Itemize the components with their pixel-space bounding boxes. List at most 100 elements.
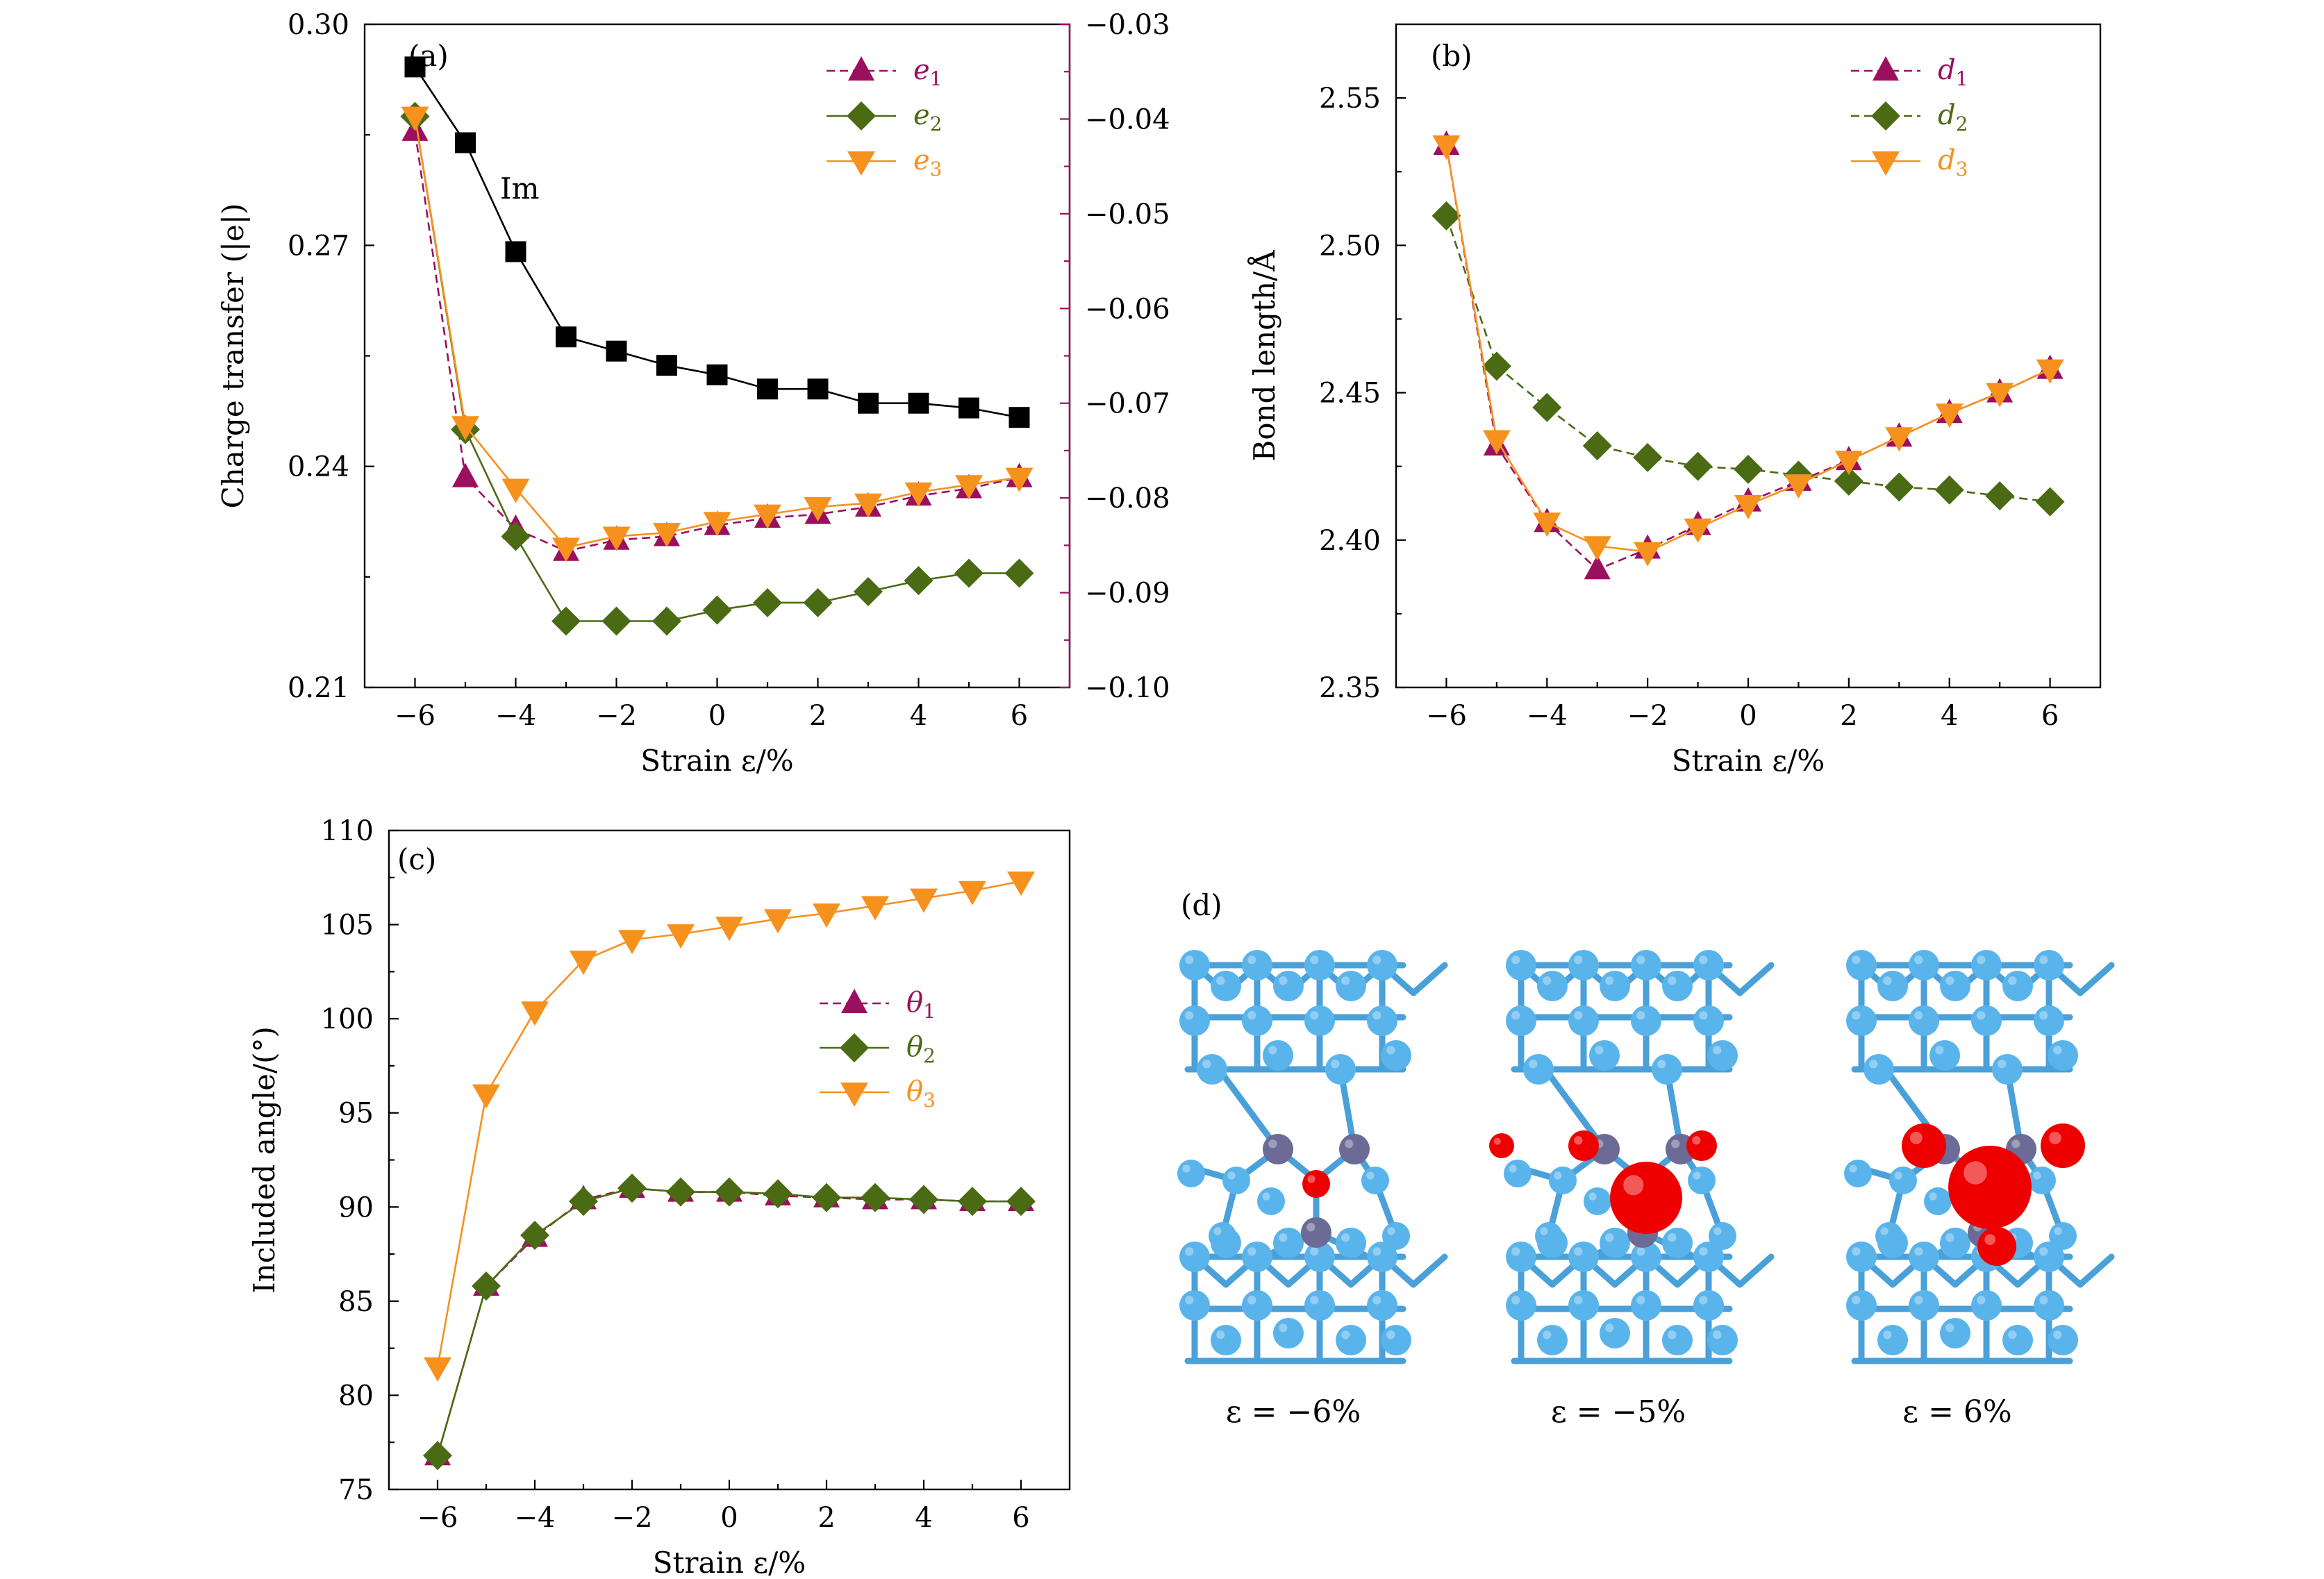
atom-highlight (1668, 1233, 1677, 1242)
x-tick-label: 2 (817, 1502, 835, 1534)
data-point-e3 (804, 497, 832, 522)
si-atom (1568, 1005, 1599, 1036)
legend-marker (840, 1033, 869, 1062)
atom-highlight (1247, 1247, 1256, 1256)
bond (1736, 962, 1775, 996)
y-tick-label: 105 (321, 910, 374, 942)
si-atom (1877, 971, 1908, 1001)
si-atom (1600, 971, 1630, 1001)
atom-highlight (1372, 955, 1381, 964)
si-atom (1179, 1005, 1210, 1036)
atom-highlight (1341, 976, 1350, 985)
si-atom (1589, 1040, 1620, 1071)
si-atom (1506, 950, 1536, 980)
si-atom (2034, 1290, 2064, 1321)
atom-highlight (1543, 1330, 1552, 1339)
atom-highlight (1227, 1171, 1236, 1180)
data-point-e3 (552, 537, 580, 562)
si-atom (1367, 1290, 1397, 1321)
atom-highlight (2054, 1227, 2062, 1235)
atom-highlight (1692, 1136, 1701, 1145)
data-point-e2 (569, 1187, 598, 1217)
x-tick-label: 4 (1941, 700, 1958, 732)
data-point-e2 (501, 521, 531, 551)
legend-label: e2 (913, 99, 943, 135)
y-axis-label: Bond length/Å (1247, 250, 1281, 462)
si-atom (1631, 950, 1661, 980)
atom-highlight (1216, 1330, 1225, 1339)
atom-highlight (1268, 1046, 1277, 1055)
si-atom (1211, 971, 1241, 1001)
y-tick-label: 2.50 (1319, 230, 1381, 262)
si-atom (1568, 1242, 1599, 1272)
data-point-e3 (1834, 451, 1863, 476)
im-annotation: Im (500, 172, 539, 206)
si-atom (1652, 1054, 1682, 1085)
si-atom (1631, 1290, 1661, 1321)
y-tick-label: 2.35 (1319, 672, 1381, 704)
atom-highlight (2039, 1296, 2048, 1305)
atom-highlight (1262, 1192, 1270, 1201)
data-point-e2 (520, 1220, 549, 1250)
si-atom (1992, 1054, 2023, 1085)
data-point-e3 (1482, 430, 1511, 455)
atom-highlight (1595, 1046, 1604, 1055)
bond (2077, 962, 2115, 996)
si-atom (1537, 1325, 1568, 1355)
atom-highlight (1636, 1011, 1645, 1020)
data-point-e2 (854, 577, 883, 607)
panel-c-label: (c) (397, 842, 436, 876)
si-atom (1273, 1228, 1304, 1258)
oxygen-atom (1977, 1227, 2016, 1266)
oxygen-atom (1948, 1146, 2032, 1229)
data-point-e3 (703, 512, 731, 537)
si-atom (1600, 1318, 1630, 1348)
si-atom (2034, 1005, 2064, 1036)
si-atom (1940, 1228, 1970, 1258)
data-point-e3 (653, 523, 681, 548)
x-tick-label: 4 (910, 700, 927, 732)
si-atom (1877, 1325, 1908, 1355)
si-atom (1381, 1325, 1411, 1355)
si-atom (2028, 1167, 2056, 1194)
atom-highlight (2011, 1139, 2020, 1148)
y-tick-label: 2.55 (1319, 83, 1381, 115)
atom-highlight (1636, 1296, 1645, 1305)
oxygen-atom (1686, 1130, 1717, 1161)
data-point-e2 (958, 1187, 987, 1217)
y-tick-label: 0.21 (288, 672, 349, 704)
si-atom (1177, 1160, 1205, 1187)
dopant-atom (1339, 1134, 1370, 1164)
si-atom (1367, 1242, 1397, 1272)
data-point-e3 (1935, 403, 1964, 428)
atom-highlight (1185, 1296, 1194, 1305)
data-point-im (1009, 407, 1030, 428)
atom-highlight (1713, 1227, 1722, 1235)
atom-highlight (1945, 976, 1954, 985)
si-atom (1693, 1242, 1724, 1272)
atom-highlight (1247, 955, 1256, 964)
atom-highlight (1213, 1227, 1222, 1235)
atom-highlight (1883, 1330, 1892, 1339)
data-point-e3 (1583, 536, 1611, 561)
si-atom (2002, 971, 2033, 1001)
si-atom (1909, 1242, 1939, 1272)
y-tick-label: 0.30 (288, 9, 349, 41)
si-atom (1909, 1005, 1939, 1036)
atom-highlight (2039, 955, 2048, 964)
si-atom (2049, 1222, 2077, 1250)
structure-strain-minus-5 (1489, 950, 1775, 1364)
atom-highlight (1202, 1060, 1211, 1069)
structure-strain-minus-6 (1177, 950, 1448, 1364)
si-atom (1631, 1242, 1661, 1272)
x-tick-label: 4 (915, 1502, 932, 1534)
data-point-im (656, 355, 677, 376)
legend-marker (848, 56, 874, 81)
data-point-e2 (1431, 201, 1461, 231)
data-point-e3 (1885, 427, 1914, 452)
si-atom (1693, 1005, 1724, 1036)
legend-marker (1871, 101, 1900, 131)
data-point-im (807, 378, 829, 400)
si-atom (1506, 1290, 1536, 1321)
data-point-e3 (1684, 518, 1712, 543)
